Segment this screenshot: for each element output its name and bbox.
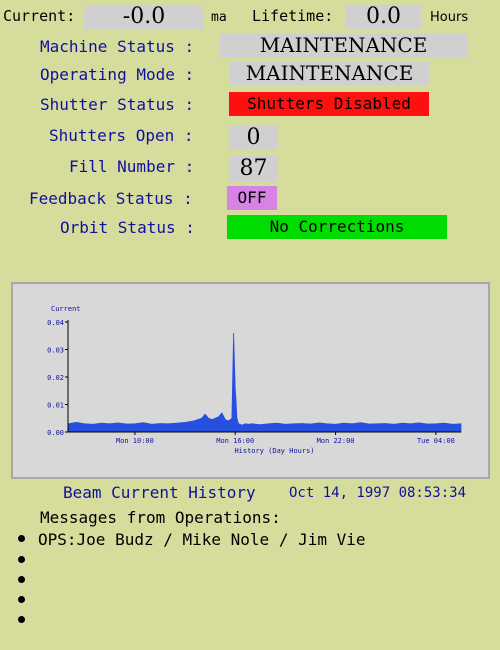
current-unit: ma bbox=[211, 10, 227, 25]
x-tick-label: Tue 04:00 bbox=[417, 437, 455, 445]
y-tick-label: 0.04 bbox=[47, 319, 64, 327]
message-bullet bbox=[18, 596, 25, 603]
y-tick-label: 0.01 bbox=[47, 402, 64, 410]
history-title: Beam Current History bbox=[63, 483, 256, 502]
message-bullet bbox=[18, 535, 25, 542]
beam-current-area bbox=[67, 332, 462, 433]
y-tick-label: 0.03 bbox=[47, 347, 64, 355]
lifetime-label: Lifetime: bbox=[252, 7, 334, 25]
beam-current-chart: 0.00 0.01 0.02 0.03 0.04 Mon 10:00 Mon 16:00 Mo… bbox=[11, 282, 490, 479]
fill-number-value: 87 bbox=[229, 156, 278, 182]
x-tick-label: Mon 16:00 bbox=[216, 437, 254, 445]
shutters-open-value: 0 bbox=[229, 125, 278, 150]
current-label: Current: bbox=[3, 7, 76, 25]
lifetime-unit: Hours bbox=[430, 10, 469, 25]
shutter-status-label: Shutter Status : bbox=[40, 95, 195, 114]
orbit-status-label: Orbit Status : bbox=[60, 218, 195, 237]
message-bullet bbox=[18, 556, 25, 563]
shutters-open-label: Shutters Open : bbox=[49, 126, 194, 145]
y-tick-label: 0.02 bbox=[47, 374, 64, 382]
orbit-status-value: No Corrections bbox=[227, 215, 447, 239]
feedback-status-value: OFF bbox=[227, 186, 277, 210]
messages-heading: Messages from Operations: bbox=[40, 508, 281, 527]
machine-status-label: Machine Status : bbox=[40, 37, 195, 56]
fill-number-label: Fill Number : bbox=[69, 157, 195, 176]
x-tick-label: Mon 22:00 bbox=[317, 437, 355, 445]
y-tick-label: 0.00 bbox=[47, 429, 64, 437]
history-timestamp: Oct 14, 1997 08:53:34 bbox=[289, 485, 467, 501]
machine-status-value: MAINTENANCE bbox=[219, 34, 468, 57]
y-axis-label: Current bbox=[51, 305, 81, 313]
x-axis-label: History (Day Hours) bbox=[234, 447, 314, 455]
current-value: -0.0 bbox=[84, 5, 204, 29]
x-tick-label: Mon 10:00 bbox=[116, 437, 154, 445]
feedback-status-label: Feedback Status : bbox=[29, 189, 193, 208]
lifetime-value: 0.0 bbox=[346, 5, 421, 29]
operating-mode-label: Operating Mode : bbox=[40, 65, 195, 84]
message-item: OPS:Joe Budz / Mike Nole / Jim Vie bbox=[38, 530, 366, 549]
message-bullet bbox=[18, 576, 25, 583]
shutter-status-value: Shutters Disabled bbox=[229, 92, 429, 116]
message-bullet bbox=[18, 616, 25, 623]
operating-mode-value: MAINTENANCE bbox=[230, 62, 429, 85]
beam-current-plot: 0.00 0.01 0.02 0.03 0.04 Mon 10:00 Mon 16:00 Mo… bbox=[47, 305, 462, 455]
